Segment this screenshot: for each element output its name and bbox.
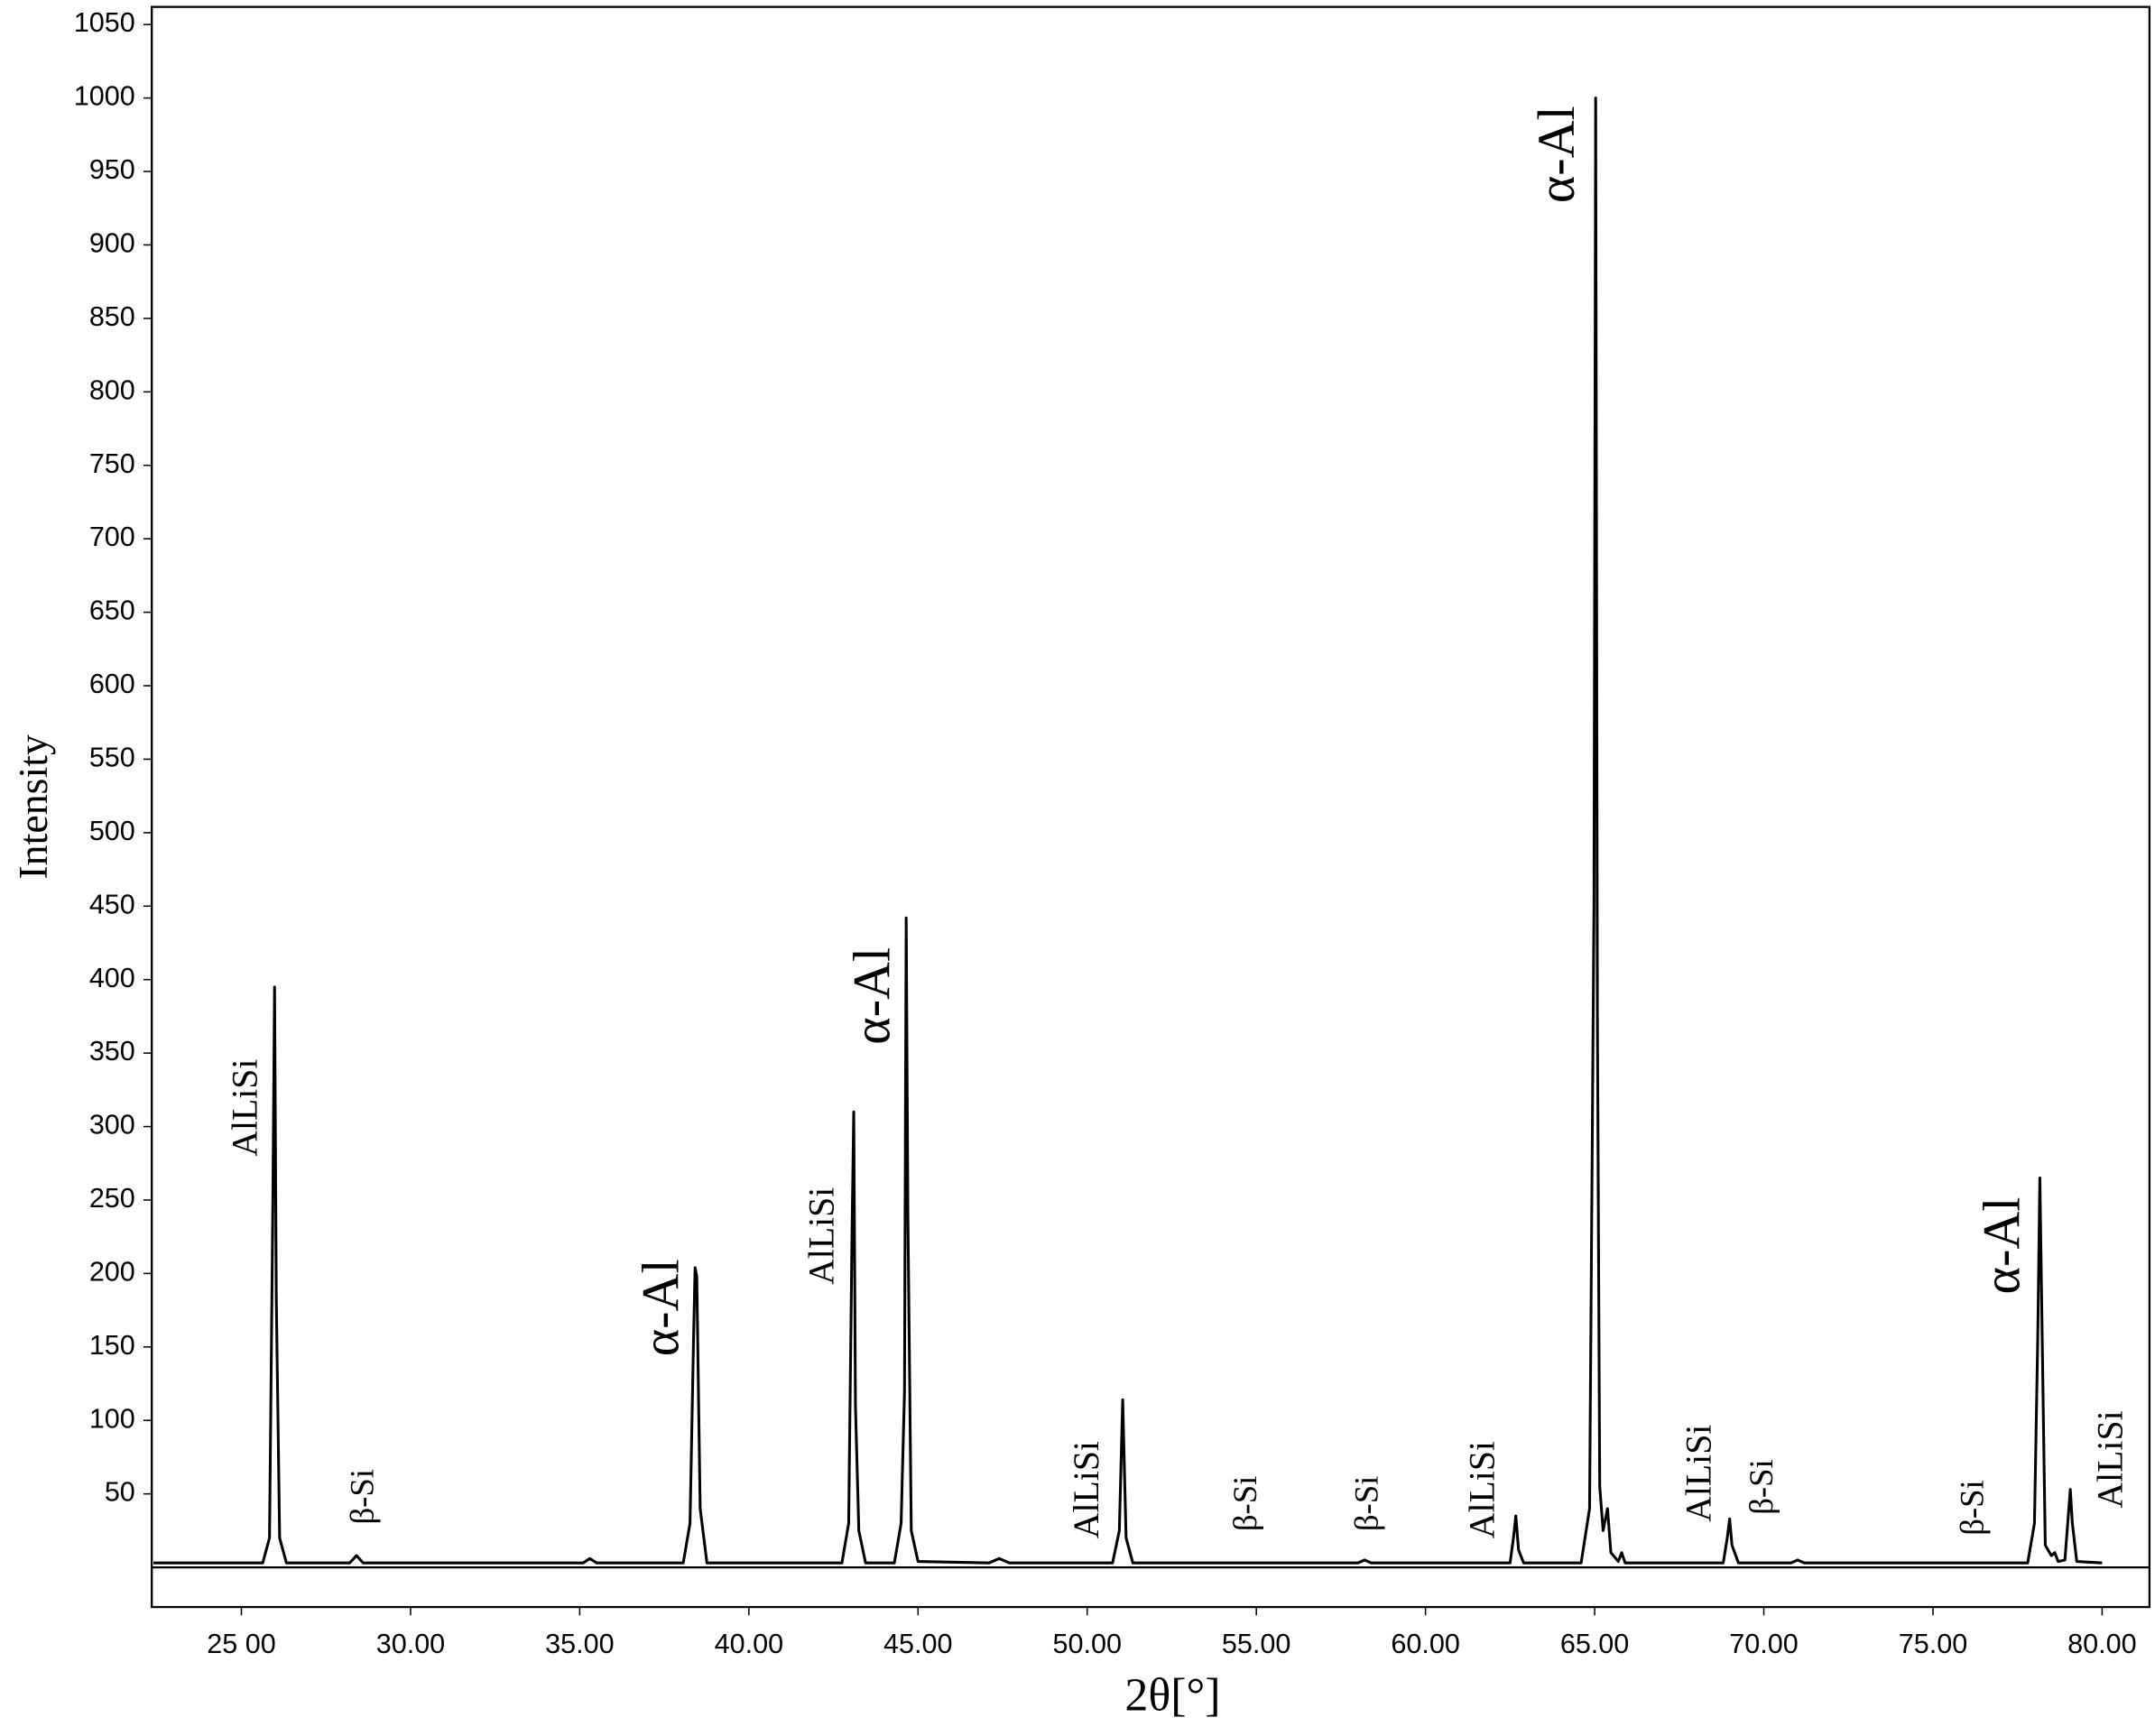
x-tick-label: 25 00	[207, 1629, 275, 1659]
y-tick-label: 950	[89, 154, 135, 185]
peak-label: β-Si	[1226, 1476, 1263, 1531]
peak-label: α-Al	[1973, 1197, 2031, 1295]
y-tick-label: 1050	[74, 7, 135, 38]
peak-label: AlLiSi	[2090, 1410, 2130, 1508]
y-tick-label: 500	[89, 816, 135, 846]
x-tick-label: 70.00	[1729, 1629, 1798, 1659]
plot-frame	[151, 5, 2151, 1609]
x-tick-label: 75.00	[1899, 1629, 1967, 1659]
y-tick-label: 800	[89, 374, 135, 405]
y-tick-label: 50	[105, 1477, 135, 1508]
y-tick-label: 650	[89, 596, 135, 626]
y-tick-label: 850	[89, 301, 135, 332]
y-tick-label: 100	[89, 1403, 135, 1434]
peak-label: α-Al	[843, 947, 902, 1045]
y-tick-label: 1000	[74, 81, 135, 112]
x-tick-label: 35.00	[545, 1629, 614, 1659]
y-tick-label: 400	[89, 963, 135, 993]
x-tick-label: 45.00	[883, 1629, 952, 1659]
x-tick-label: 80.00	[2067, 1629, 2136, 1659]
peak-label: AlLiSi	[1679, 1425, 1719, 1522]
y-tick-label: 600	[89, 669, 135, 699]
y-tick-label: 700	[89, 522, 135, 552]
peak-label: AlLiSi	[1067, 1441, 1106, 1538]
peak-label: AlLiSi	[225, 1059, 264, 1157]
peak-label: AlLiSi	[1463, 1441, 1503, 1538]
y-tick-label: 350	[89, 1036, 135, 1067]
x-axis-title: 2θ[°]	[1124, 1669, 1220, 1721]
peak-label: α-Al	[1527, 106, 1586, 203]
y-tick-label: 550	[89, 743, 135, 773]
peak-label: AlLiSi	[801, 1187, 841, 1285]
peak-label: α-Al	[632, 1259, 690, 1356]
diffraction-line	[153, 97, 2103, 1565]
x-tick-label: 50.00	[1052, 1629, 1121, 1659]
peak-label: β-Si	[1954, 1480, 1991, 1535]
x-tick-label: 55.00	[1222, 1629, 1290, 1659]
x-tick-label: 40.00	[715, 1629, 783, 1659]
x-tick-label: 60.00	[1391, 1629, 1459, 1659]
y-tick-label: 900	[89, 228, 135, 259]
x-tick-label: 30.00	[376, 1629, 445, 1659]
y-tick-label: 300	[89, 1110, 135, 1140]
y-axis-title: Intensity	[10, 734, 56, 880]
y-tick-label: 250	[89, 1183, 135, 1214]
y-tick-label: 750	[89, 448, 135, 479]
x-tick-label: 65.00	[1560, 1629, 1629, 1659]
peak-label: β-Si	[1743, 1459, 1780, 1514]
peak-label: β-Si	[1348, 1476, 1385, 1531]
y-tick-label: 150	[89, 1330, 135, 1361]
y-tick-label: 200	[89, 1256, 135, 1287]
y-tick-label: 450	[89, 889, 135, 919]
peak-label: β-Si	[344, 1469, 381, 1524]
